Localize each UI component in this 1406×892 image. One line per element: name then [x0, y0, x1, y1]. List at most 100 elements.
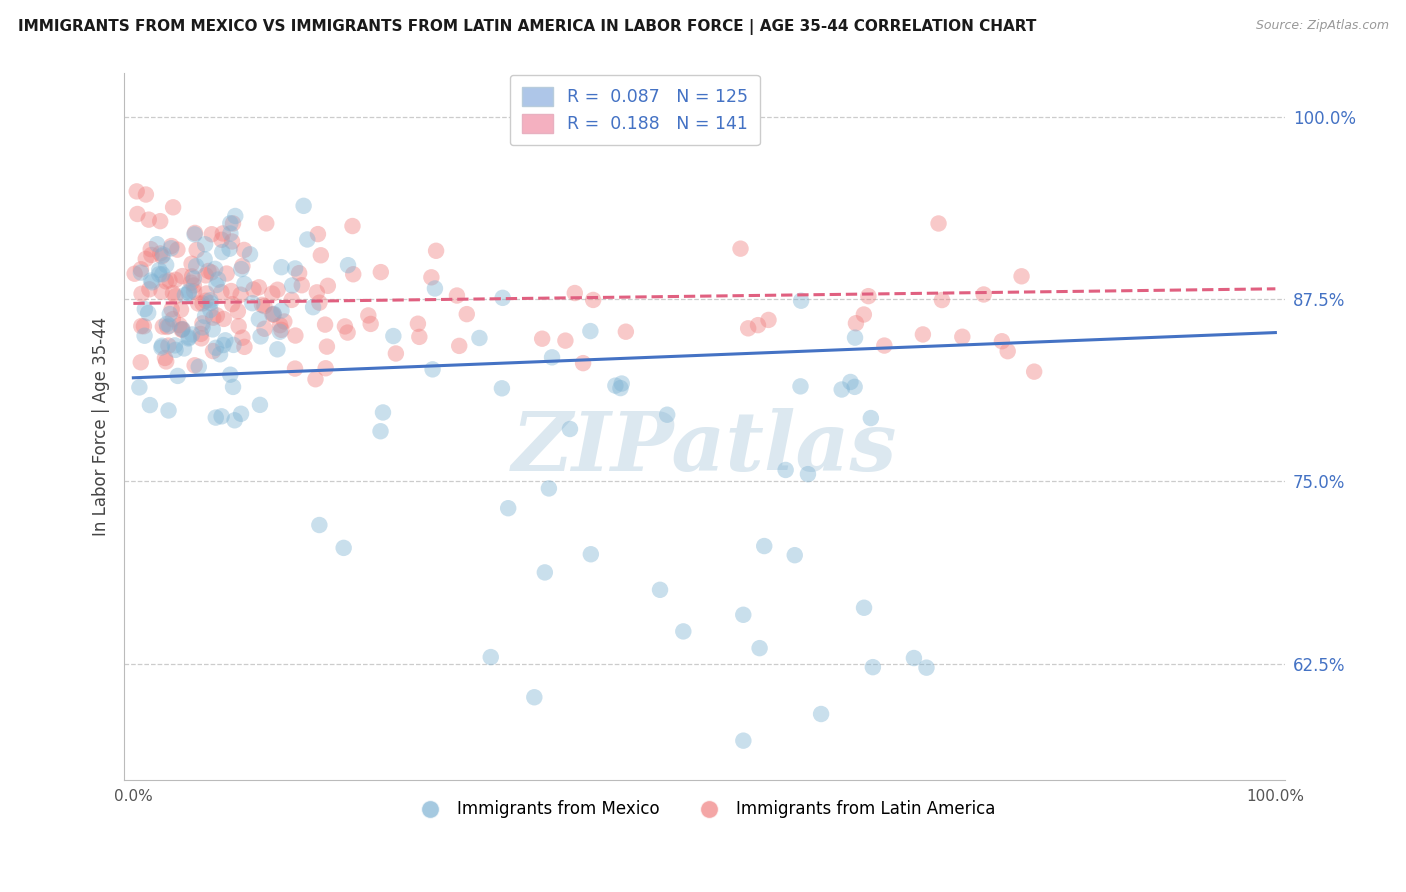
Point: [537, 482, 560, 496]
Point: [737, 321, 759, 335]
Point: [162, 312, 184, 326]
Point: [219, 216, 242, 230]
Point: [211, 227, 233, 241]
Point: [204, 261, 226, 276]
Point: [336, 326, 359, 340]
Point: [179, 284, 201, 298]
Point: [139, 274, 162, 288]
Point: [218, 242, 240, 256]
Point: [747, 318, 769, 333]
Point: [479, 650, 502, 665]
Y-axis label: In Labor Force | Age 35-44: In Labor Force | Age 35-44: [93, 317, 110, 536]
Point: [205, 341, 228, 355]
Point: [139, 398, 162, 412]
Point: [307, 227, 329, 241]
Point: [131, 286, 153, 301]
Point: [172, 322, 194, 336]
Point: [187, 296, 209, 310]
Point: [309, 248, 332, 262]
Point: [201, 322, 224, 336]
Point: [191, 296, 214, 310]
Point: [162, 286, 184, 301]
Point: [156, 320, 179, 334]
Point: [224, 413, 246, 427]
Point: [202, 310, 225, 325]
Point: [304, 372, 326, 386]
Point: [172, 322, 194, 336]
Point: [222, 216, 245, 230]
Point: [183, 285, 205, 299]
Point: [177, 331, 200, 345]
Point: [160, 302, 183, 317]
Point: [195, 286, 218, 301]
Point: [180, 257, 202, 271]
Point: [270, 260, 292, 275]
Point: [134, 328, 156, 343]
Point: [229, 407, 252, 421]
Point: [231, 331, 253, 345]
Point: [754, 539, 776, 553]
Point: [284, 261, 307, 276]
Point: [269, 325, 291, 339]
Point: [170, 323, 193, 337]
Point: [370, 265, 392, 279]
Point: [214, 334, 236, 348]
Text: IMMIGRANTS FROM MEXICO VS IMMIGRANTS FROM LATIN AMERICA IN LABOR FORCE | AGE 35-: IMMIGRANTS FROM MEXICO VS IMMIGRANTS FRO…: [18, 19, 1036, 35]
Point: [209, 285, 232, 300]
Point: [579, 324, 602, 338]
Point: [360, 317, 382, 331]
Point: [316, 340, 339, 354]
Point: [170, 302, 193, 317]
Point: [253, 322, 276, 336]
Point: [657, 408, 679, 422]
Point: [173, 342, 195, 356]
Point: [139, 242, 162, 256]
Point: [468, 331, 491, 345]
Point: [783, 548, 806, 562]
Point: [852, 308, 875, 322]
Point: [270, 303, 292, 318]
Point: [131, 319, 153, 334]
Point: [226, 304, 249, 318]
Point: [333, 319, 356, 334]
Point: [332, 541, 354, 555]
Point: [191, 317, 214, 331]
Point: [194, 252, 217, 267]
Point: [160, 241, 183, 255]
Point: [200, 303, 222, 318]
Point: [1011, 269, 1033, 284]
Point: [844, 380, 866, 394]
Point: [134, 302, 156, 317]
Point: [425, 244, 447, 258]
Point: [157, 318, 180, 333]
Point: [150, 267, 173, 281]
Point: [406, 317, 429, 331]
Point: [531, 332, 554, 346]
Point: [190, 331, 212, 345]
Point: [200, 265, 222, 279]
Point: [491, 381, 513, 395]
Point: [385, 346, 408, 360]
Point: [128, 380, 150, 394]
Point: [831, 383, 853, 397]
Point: [997, 344, 1019, 359]
Point: [183, 278, 205, 293]
Point: [337, 258, 360, 272]
Point: [572, 356, 595, 370]
Point: [582, 293, 605, 307]
Point: [180, 276, 202, 290]
Point: [446, 288, 468, 302]
Point: [148, 267, 170, 281]
Point: [492, 291, 515, 305]
Point: [315, 361, 337, 376]
Point: [263, 308, 285, 322]
Point: [184, 226, 207, 240]
Point: [308, 295, 330, 310]
Point: [249, 398, 271, 412]
Point: [839, 375, 862, 389]
Point: [181, 327, 204, 342]
Point: [288, 266, 311, 280]
Point: [190, 326, 212, 341]
Point: [163, 338, 186, 352]
Point: [541, 351, 564, 365]
